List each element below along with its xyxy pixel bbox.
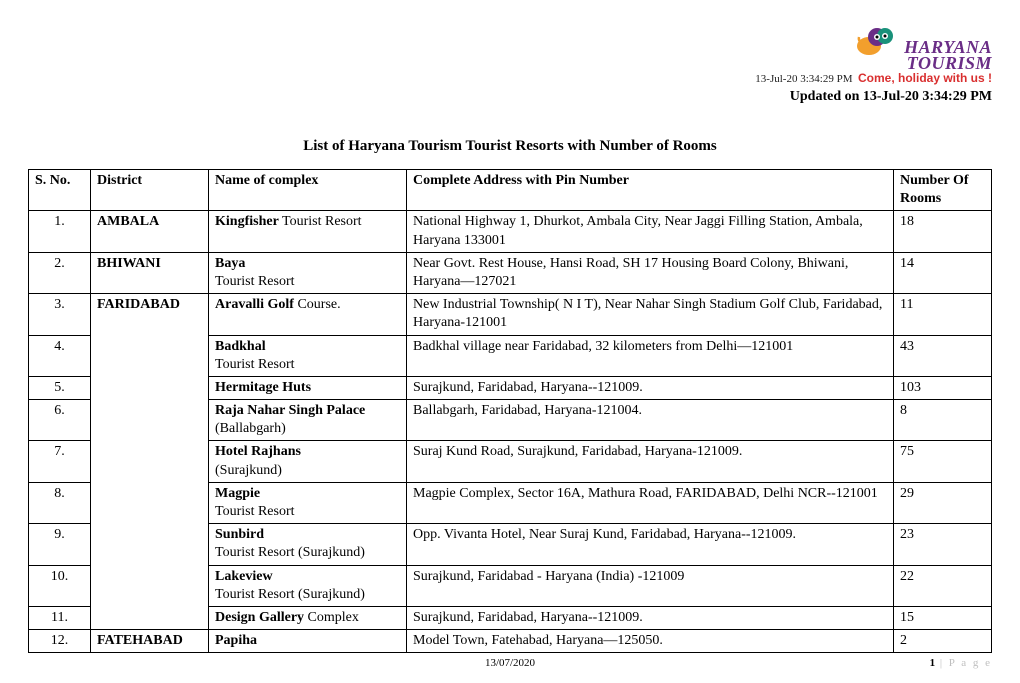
cell-address: Suraj Kund Road, Surajkund, Faridabad, H… <box>407 441 894 482</box>
table-body: 1.AMBALAKingfisher Tourist ResortNationa… <box>29 211 992 653</box>
footer-date: 13/07/2020 <box>485 657 535 669</box>
cell-rooms: 23 <box>894 524 992 565</box>
cell-sno: 12. <box>29 630 91 653</box>
col-rooms: Number Of Rooms <box>894 170 992 211</box>
cell-rooms: 43 <box>894 335 992 376</box>
footer-page-label: | P a g e <box>935 657 992 669</box>
cell-address: Surajkund, Faridabad, Haryana--121009. <box>407 376 894 399</box>
brand-block: HARYANA TOURISM 13-Jul-20 3:34:29 PM Com… <box>755 24 992 105</box>
cell-name: Aravalli Golf Course. <box>209 294 407 335</box>
page-title: List of Haryana Tourism Tourist Resorts … <box>28 138 992 155</box>
brand-name: HARYANA TOURISM <box>904 39 992 71</box>
col-sno: S. No. <box>29 170 91 211</box>
cell-district: AMBALA <box>91 211 209 252</box>
cell-sno: 6. <box>29 400 91 441</box>
cell-rooms: 29 <box>894 482 992 523</box>
footer-page: 1 | P a g e <box>930 657 992 669</box>
cell-name: Papiha <box>209 630 407 653</box>
table-header-row: S. No. District Name of complex Complete… <box>29 170 992 211</box>
cell-sno: 8. <box>29 482 91 523</box>
brand-line2: TOURISM <box>907 53 992 73</box>
cell-address: Magpie Complex, Sector 16A, Mathura Road… <box>407 482 894 523</box>
cell-rooms: 103 <box>894 376 992 399</box>
cell-sno: 11. <box>29 606 91 629</box>
table-row: 3.FARIDABADAravalli Golf Course.New Indu… <box>29 294 992 335</box>
cell-name: Hermitage Huts <box>209 376 407 399</box>
brand-logo-icon <box>855 24 899 63</box>
cell-name: Design Gallery Complex <box>209 606 407 629</box>
cell-address: Ballabgarh, Faridabad, Haryana-121004. <box>407 400 894 441</box>
page-footer: 13/07/2020 1 | P a g e <box>28 657 992 671</box>
cell-name: BadkhalTourist Resort <box>209 335 407 376</box>
cell-name: Kingfisher Tourist Resort <box>209 211 407 252</box>
col-name: Name of complex <box>209 170 407 211</box>
cell-name: SunbirdTourist Resort (Surajkund) <box>209 524 407 565</box>
cell-name: LakeviewTourist Resort (Surajkund) <box>209 565 407 606</box>
cell-sno: 3. <box>29 294 91 335</box>
cell-address: Opp. Vivanta Hotel, Near Suraj Kund, Far… <box>407 524 894 565</box>
cell-district: FARIDABAD <box>91 294 209 630</box>
cell-address: National Highway 1, Dhurkot, Ambala City… <box>407 211 894 252</box>
cell-rooms: 75 <box>894 441 992 482</box>
cell-name: Hotel Rajhans(Surajkund) <box>209 441 407 482</box>
cell-sno: 2. <box>29 252 91 293</box>
cell-district: FATEHABAD <box>91 630 209 653</box>
cell-address: Near Govt. Rest House, Hansi Road, SH 17… <box>407 252 894 293</box>
cell-sno: 9. <box>29 524 91 565</box>
cell-address: New Industrial Township( N I T), Near Na… <box>407 294 894 335</box>
cell-name: BayaTourist Resort <box>209 252 407 293</box>
updated-on: Updated on 13-Jul-20 3:34:29 PM <box>755 89 992 105</box>
cell-rooms: 14 <box>894 252 992 293</box>
resorts-table: S. No. District Name of complex Complete… <box>28 169 992 653</box>
cell-address: Badkhal village near Faridabad, 32 kilom… <box>407 335 894 376</box>
cell-rooms: 8 <box>894 400 992 441</box>
col-district: District <box>91 170 209 211</box>
table-row: 12.FATEHABADPapihaModel Town, Fatehabad,… <box>29 630 992 653</box>
cell-name: Raja Nahar Singh Palace(Ballabgarh) <box>209 400 407 441</box>
cell-district: BHIWANI <box>91 252 209 293</box>
col-address: Complete Address with Pin Number <box>407 170 894 211</box>
cell-sno: 7. <box>29 441 91 482</box>
cell-address: Surajkund, Faridabad, Haryana--121009. <box>407 606 894 629</box>
timestamp-small: 13-Jul-20 3:34:29 PM <box>755 73 852 85</box>
cell-rooms: 18 <box>894 211 992 252</box>
cell-name: MagpieTourist Resort <box>209 482 407 523</box>
cell-sno: 5. <box>29 376 91 399</box>
cell-sno: 1. <box>29 211 91 252</box>
page-header: HARYANA TOURISM 13-Jul-20 3:34:29 PM Com… <box>28 24 992 114</box>
cell-address: Surajkund, Faridabad - Haryana (India) -… <box>407 565 894 606</box>
table-row: 1.AMBALAKingfisher Tourist ResortNationa… <box>29 211 992 252</box>
cell-rooms: 22 <box>894 565 992 606</box>
brand-tagline: Come, holiday with us ! <box>858 71 992 85</box>
cell-rooms: 2 <box>894 630 992 653</box>
cell-sno: 4. <box>29 335 91 376</box>
cell-sno: 10. <box>29 565 91 606</box>
cell-rooms: 15 <box>894 606 992 629</box>
cell-rooms: 11 <box>894 294 992 335</box>
cell-address: Model Town, Fatehabad, Haryana—125050. <box>407 630 894 653</box>
table-row: 2.BHIWANIBayaTourist ResortNear Govt. Re… <box>29 252 992 293</box>
